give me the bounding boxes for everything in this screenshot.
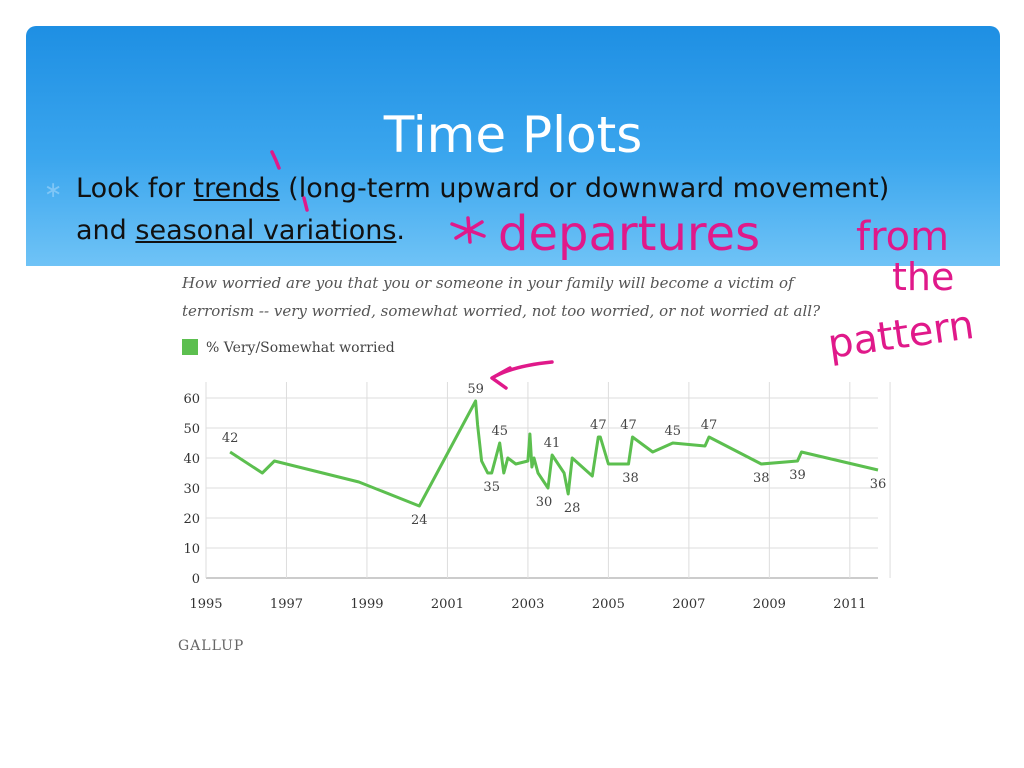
slide-title: Time Plots bbox=[383, 106, 643, 164]
ink-word-the: the bbox=[892, 255, 954, 299]
y-tick-label: 60 bbox=[183, 392, 200, 407]
point-label: 47 bbox=[590, 418, 607, 433]
y-tick-label: 30 bbox=[183, 482, 200, 497]
point-label: 45 bbox=[665, 424, 682, 439]
trends-word: trends bbox=[193, 173, 280, 204]
y-axis-ticks: 0 10 20 30 40 50 60 bbox=[183, 392, 200, 587]
bullet-middle: (long-term upward or downward movement) bbox=[279, 173, 890, 204]
ink-word-departures: departures bbox=[498, 206, 760, 262]
y-tick-label: 20 bbox=[183, 512, 200, 527]
ink-arrow-to-peak bbox=[490, 360, 554, 390]
y-tick-label: 10 bbox=[183, 542, 200, 557]
y-tick-label: 0 bbox=[192, 572, 200, 587]
x-tick-label: 2007 bbox=[672, 597, 705, 612]
series-line-worried bbox=[229, 399, 879, 508]
y-tick-label: 40 bbox=[183, 452, 200, 467]
seasonal-word: seasonal variations bbox=[135, 215, 397, 246]
legend-swatch bbox=[182, 339, 198, 355]
point-label: 24 bbox=[411, 513, 428, 528]
chart-question-line1: How worried are you that you or someone … bbox=[181, 274, 796, 292]
x-tick-label: 2009 bbox=[753, 597, 786, 612]
ink-word-from: from bbox=[856, 214, 949, 260]
asterisk-bullet-icon: ∗ bbox=[44, 178, 63, 203]
point-label: 59 bbox=[467, 382, 484, 397]
legend-label: % Very/Somewhat worried bbox=[206, 340, 395, 356]
bullet-text: Look for trends (long-term upward or dow… bbox=[76, 168, 1006, 252]
point-label: 28 bbox=[564, 501, 581, 516]
x-tick-label: 2003 bbox=[511, 597, 544, 612]
ink-asterisk bbox=[450, 216, 486, 244]
point-label: 38 bbox=[753, 471, 770, 486]
point-label: 35 bbox=[483, 480, 500, 495]
point-label: 36 bbox=[870, 477, 887, 492]
y-tick-label: 50 bbox=[183, 422, 200, 437]
chart-question-line2: terrorism -- very worried, somewhat worr… bbox=[182, 302, 821, 320]
x-tick-label: 2011 bbox=[833, 597, 866, 612]
chart-grid bbox=[205, 382, 891, 579]
point-label: 39 bbox=[789, 468, 806, 483]
bullet-suffix: . bbox=[396, 215, 405, 246]
point-label: 38 bbox=[622, 471, 639, 486]
point-label: 45 bbox=[491, 424, 508, 439]
x-tick-label: 1997 bbox=[270, 597, 303, 612]
x-axis-ticks: 1995 1997 1999 2001 2003 2005 2007 2009 2011 bbox=[189, 597, 866, 612]
point-label: 30 bbox=[536, 495, 553, 510]
point-label: 41 bbox=[544, 436, 561, 451]
x-tick-label: 2005 bbox=[592, 597, 625, 612]
point-label: 42 bbox=[222, 431, 239, 446]
x-tick-label: 2001 bbox=[431, 597, 464, 612]
ink-tick-variations bbox=[302, 196, 309, 212]
ink-word-pattern: pattern bbox=[825, 302, 977, 368]
bullet-line2-prefix: and bbox=[76, 215, 136, 246]
bullet-prefix: Look for bbox=[76, 173, 194, 204]
gallup-source-logo: GALLUP bbox=[178, 638, 244, 654]
slide-header: Time Plots bbox=[26, 26, 1000, 266]
point-labels: 42 24 59 35 45 41 30 28 47 47 38 45 47 38 39 36 bbox=[222, 382, 886, 528]
ink-tick-trends bbox=[270, 150, 281, 170]
point-label: 47 bbox=[620, 418, 637, 433]
x-tick-label: 1995 bbox=[189, 597, 222, 612]
point-label: 47 bbox=[701, 418, 718, 433]
x-tick-label: 1999 bbox=[350, 597, 383, 612]
